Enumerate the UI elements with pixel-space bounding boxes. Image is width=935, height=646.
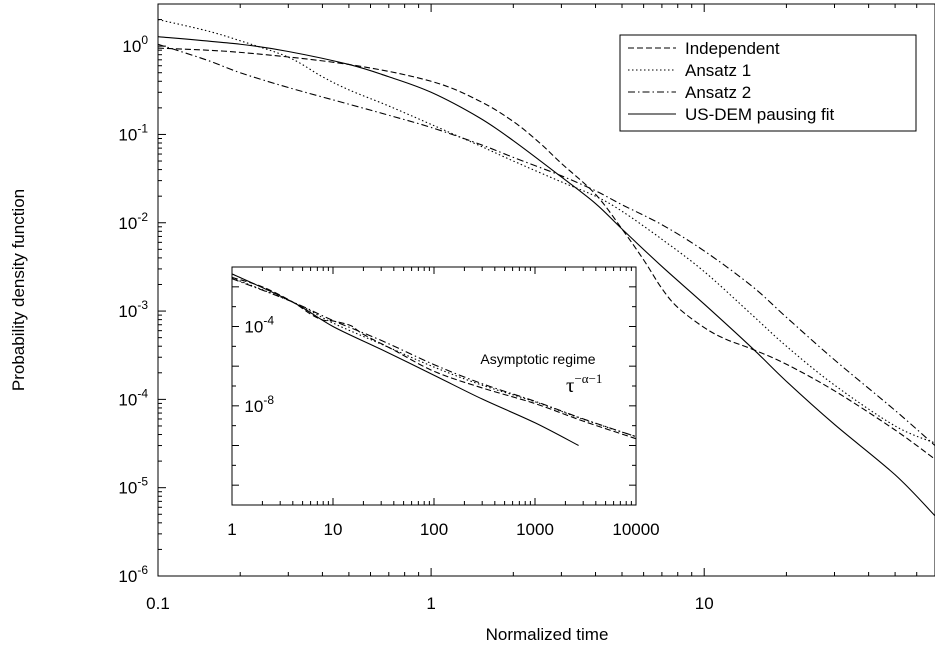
inset-axis-ticks: 1 10 100 1000 10000 10-4 10-8 [227, 266, 660, 539]
inset-series-line-ansatz-1 [232, 277, 636, 438]
inset-x-tick-label: 1000 [516, 520, 554, 539]
y-tick-label: 100 [122, 33, 148, 56]
legend-entry: Ansatz 1 [628, 61, 751, 80]
inset-y-tick-label: 10-4 [244, 314, 274, 337]
legend-entry: US-DEM pausing fit [628, 105, 835, 124]
y-tick-label: 10-4 [118, 386, 148, 409]
formula-exponent: −α−1 [574, 371, 602, 386]
series-line-us-dem-pausing-fit [158, 36, 935, 517]
y-tick-label: 10-2 [118, 210, 148, 233]
inset-plot-frame [231, 266, 637, 506]
x-tick-label: 0.1 [146, 594, 170, 613]
x-tick-label: 1 [426, 594, 435, 613]
legend-box [619, 34, 917, 132]
inset-series-line-ansatz-2 [232, 278, 636, 438]
inset-x-tick-label: 10000 [612, 520, 659, 539]
inset-x-tick-label: 1 [227, 520, 236, 539]
inset-series-group [232, 273, 636, 446]
legend-label: Ansatz 1 [685, 61, 751, 80]
legend-label: US-DEM pausing fit [685, 105, 835, 124]
series-line-independent [158, 47, 935, 460]
main-series-group [158, 19, 935, 517]
y-axis-title: Probability density function [9, 189, 28, 391]
main-plot-frame [157, 3, 935, 577]
series-line-ansatz-1 [158, 19, 935, 444]
asymptotic-regime-label: Asymptotic regime [480, 351, 595, 367]
y-tick-label: 10-1 [118, 121, 148, 144]
inset-series-line-us-dem-pausing-fit [232, 273, 579, 446]
x-tick-label: 10 [695, 594, 714, 613]
y-tick-label: 10-5 [118, 475, 148, 498]
x-axis-title: Normalized time [486, 625, 609, 644]
y-tick-label: 10-3 [118, 298, 148, 321]
inset-background [232, 267, 636, 505]
legend: Independent Ansatz 1 Ansatz 2 US-DEM pausin… [619, 34, 917, 132]
main-axis-ticks: 0.1 1 10 10-6 10-5 10-4 10-3 10-2 10-1 100 [118, 3, 935, 613]
series-line-ansatz-2 [158, 43, 935, 446]
y-tick-label: 10-6 [118, 563, 148, 586]
legend-label: Ansatz 2 [685, 83, 751, 102]
inset-y-tick-label: 10-8 [244, 393, 274, 416]
inset-x-tick-label: 10 [324, 520, 343, 539]
formula-base: τ [566, 373, 574, 397]
asymptotic-formula: τ−α−1 [566, 371, 602, 397]
legend-entry: Ansatz 2 [628, 83, 751, 102]
inset-x-tick-label: 100 [420, 520, 448, 539]
legend-entry: Independent [628, 39, 780, 58]
legend-label: Independent [685, 39, 780, 58]
